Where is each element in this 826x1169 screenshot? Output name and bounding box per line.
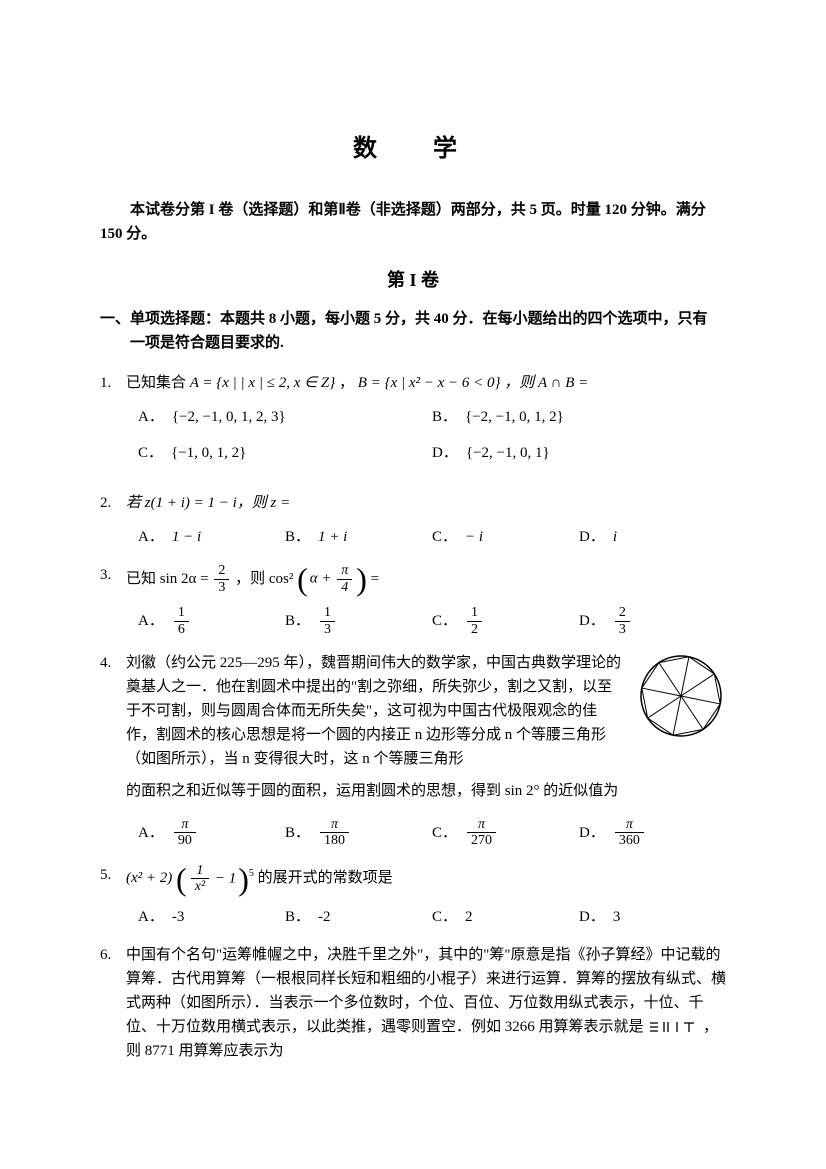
question-5: 5. (x² + 2) ( 1x² − 1 ) 5 的展开式的常数项是 A．-3… xyxy=(100,863,726,929)
q4-text-block1: 刘徽（约公元 225—295 年），魏晋期间伟大的数学家，中国古典数学理论的奠基… xyxy=(126,651,626,771)
q1-option-a: A．{−2, −1, 0, 1, 2, 3} xyxy=(138,405,432,429)
q5-option-b: B．-2 xyxy=(285,905,432,929)
paren-group: ( 1x² − 1 ) xyxy=(176,863,249,895)
q3-option-b: B．13 xyxy=(285,605,432,637)
q2-option-a: A．1 − i xyxy=(138,525,285,549)
section-title: 第 I 卷 xyxy=(100,266,726,295)
q2-option-c: C．− i xyxy=(432,525,579,549)
page-title: 数 学 xyxy=(100,130,726,168)
q4-option-a: A．π90 xyxy=(138,817,285,849)
rods-3266-icon xyxy=(649,1020,697,1034)
fraction-icon: 23 xyxy=(214,563,229,595)
q3-option-c: C．12 xyxy=(432,605,579,637)
q1-option-d: D．{−2, −1, 0, 1} xyxy=(432,441,726,465)
q2-option-b: B．1 + i xyxy=(285,525,432,549)
question-2: 2. 若 z(1 + i) = 1 − i，则 z = A．1 − i B．1 … xyxy=(100,491,726,549)
q3-stem: 已知 sin 2α = 23 ，则 cos² ( α + π4 ) = xyxy=(126,571,379,587)
q4-option-b: B．π180 xyxy=(285,817,432,849)
q1-option-b: B．{−2, −1, 0, 1, 2} xyxy=(432,405,726,429)
q5-number: 5. xyxy=(100,863,111,887)
q4-option-c: C．π270 xyxy=(432,817,579,849)
q1-options: A．{−2, −1, 0, 1, 2, 3} B．{−2, −1, 0, 1, … xyxy=(126,405,726,477)
question-3: 3. 已知 sin 2α = 23 ，则 cos² ( α + π4 ) = A… xyxy=(100,563,726,637)
instruction: 一、单项选择题：本题共 8 小题，每小题 5 分，共 40 分．在每小题给出的四… xyxy=(100,307,726,355)
paren-group: ( α + π4 ) xyxy=(297,563,367,595)
q4-options: A．π90 B．π180 C．π270 D．π360 xyxy=(126,817,726,849)
q5-stem: (x² + 2) ( 1x² − 1 ) 5 的展开式的常数项是 xyxy=(126,870,393,886)
q4-option-d: D．π360 xyxy=(579,817,726,849)
question-1: 1. 已知集合 A = {x | | x | ≤ 2, x ∈ Z} ， B =… xyxy=(100,371,726,477)
circle-diagram-icon xyxy=(636,651,726,771)
q6-number: 6. xyxy=(100,943,111,967)
q1-stem: 已知集合 A = {x | | x | ≤ 2, x ∈ Z} ， B = {x… xyxy=(126,375,588,391)
q2-number: 2. xyxy=(100,491,111,515)
q2-stem: 若 z(1 + i) = 1 − i，则 z = xyxy=(126,495,290,511)
q1-number: 1. xyxy=(100,371,111,395)
instruction-line1: 一、单项选择题：本题共 8 小题，每小题 5 分，共 40 分．在每小题给出的四… xyxy=(100,307,726,331)
q5-option-a: A．-3 xyxy=(138,905,285,929)
q2-options: A．1 − i B．1 + i C．− i D．i xyxy=(126,525,726,549)
q5-options: A．-3 B．-2 C．2 D．3 xyxy=(126,905,726,929)
q6-text: 中国有个名句"运筹帷幄之中，决胜千里之外"，其中的"筹"原意是指《孙子算经》中记… xyxy=(126,947,726,1035)
q1-option-c: C．{−1, 0, 1, 2} xyxy=(138,441,432,465)
q5-option-d: D．3 xyxy=(579,905,726,929)
question-6: 6. 中国有个名句"运筹帷幄之中，决胜千里之外"，其中的"筹"原意是指《孙子算经… xyxy=(100,943,726,1063)
q5-option-c: C．2 xyxy=(432,905,579,929)
q4-number: 4. xyxy=(100,651,111,675)
q3-options: A．16 B．13 C．12 D．23 xyxy=(126,605,726,637)
instruction-line2: 一项是符合题目要求的. xyxy=(100,331,726,355)
q3-option-a: A．16 xyxy=(138,605,285,637)
q2-option-d: D．i xyxy=(579,525,726,549)
question-4: 4. 刘徽（约公元 225—295 年），魏晋期间伟大的数学家，中国古典数学理论… xyxy=(100,651,726,849)
q4-text-block2: 的面积之和近似等于圆的面积，运用割圆术的思想，得到 sin 2° 的近似值为 xyxy=(126,779,726,803)
q3-option-d: D．23 xyxy=(579,605,726,637)
exam-intro: 本试卷分第 I 卷（选择题）和第Ⅱ卷（非选择题）两部分，共 5 页。时量 120… xyxy=(100,198,726,246)
q3-number: 3. xyxy=(100,563,111,587)
